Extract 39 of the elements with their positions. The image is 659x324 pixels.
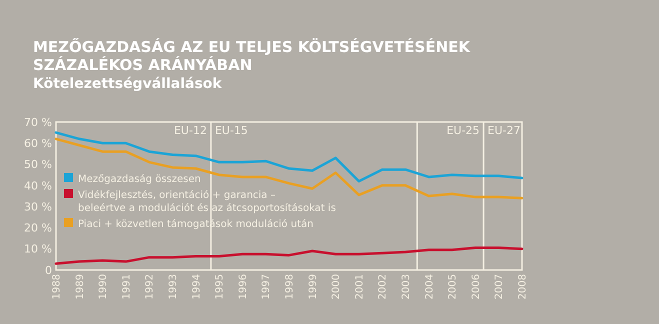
x-tick-label: 2007 bbox=[494, 274, 506, 300]
x-tick-label: 1992 bbox=[144, 274, 156, 300]
annotation: EU-25 bbox=[446, 124, 480, 137]
x-tick-label: 1991 bbox=[121, 274, 132, 300]
x-tick-label: 2005 bbox=[448, 274, 459, 300]
x-tick-label: 2008 bbox=[518, 274, 528, 300]
ref-line-label: EU-27 bbox=[488, 124, 521, 137]
legend-label: Vidékfejlesztés, orientáció + garancia – beleértve a modulációt és az átcsoportosításokat is bbox=[78, 190, 336, 214]
x-tick-label: 1993 bbox=[168, 274, 179, 300]
x-tick-label: 1997 bbox=[261, 274, 272, 300]
x-tick-label: 2004 bbox=[424, 274, 436, 300]
x-tick-label: 2002 bbox=[378, 274, 389, 300]
x-tick-label: 2000 bbox=[331, 274, 342, 300]
x-tick-label: 1999 bbox=[308, 274, 319, 300]
x-tick-label: 1990 bbox=[98, 274, 110, 300]
line-series bbox=[54, 138, 524, 200]
y-tick-label: 20 % bbox=[24, 222, 52, 235]
x-tick-label: 2001 bbox=[354, 274, 366, 300]
x-tick-label: 1989 bbox=[74, 274, 86, 300]
x-tick-label: 1996 bbox=[238, 274, 249, 300]
y-tick-label: 10 % bbox=[24, 242, 52, 256]
x-tick-label: 2006 bbox=[470, 274, 482, 300]
x-tick-label: 2003 bbox=[401, 274, 412, 300]
y-tick-label: 0 bbox=[45, 264, 52, 277]
ref-line-label: EU-15 bbox=[214, 124, 248, 137]
chart-title: MEZŐGAZDASÁG AZ EU TELJES KÖLTSÉGVETÉSÉNEK SZÁZALÉKOS ARÁNYÁBAN bbox=[33, 38, 472, 74]
y-tick-label: 50 % bbox=[24, 158, 52, 172]
annotation: EU-12 bbox=[174, 124, 207, 137]
x-tick-label: 1988 bbox=[52, 274, 62, 300]
x-tick-label: 1998 bbox=[284, 274, 296, 300]
y-tick-label: 40 % bbox=[24, 179, 52, 192]
line-series bbox=[54, 246, 524, 265]
y-tick-label: 30 % bbox=[24, 200, 52, 214]
x-tick-label: 1994 bbox=[191, 274, 202, 300]
x-tick-label: 1995 bbox=[214, 274, 226, 300]
legend-label: Mezőgazdaság összesen bbox=[78, 174, 201, 185]
y-tick-label: 60 % bbox=[24, 136, 52, 150]
chart-subtitle: Kötelezettségvállalások bbox=[33, 76, 222, 92]
y-tick-label: 70 % bbox=[24, 116, 52, 129]
